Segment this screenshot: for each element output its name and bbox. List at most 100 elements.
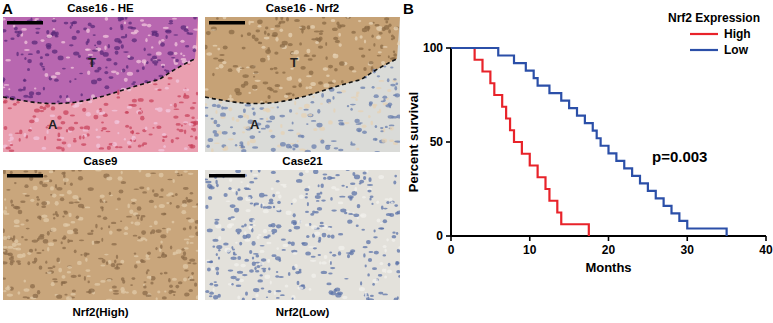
cell [394,86,397,91]
cell [25,195,30,197]
cell [299,172,303,176]
cell [32,40,38,44]
cell [104,46,106,50]
cell [58,133,61,138]
cell [93,34,96,36]
cell [307,202,309,206]
cell [237,256,241,260]
cell [254,178,258,180]
cell [322,17,325,19]
cell [149,276,151,280]
cell [195,232,198,237]
cell [260,204,262,209]
cell [5,206,7,209]
cell [232,189,235,192]
cell [42,68,45,71]
cell [92,241,95,246]
cell [85,49,91,51]
cell [53,239,58,242]
cell [41,66,45,68]
cell [104,71,108,74]
cell [325,145,330,150]
scale-bar [7,21,43,25]
cell [35,118,39,123]
cell [339,122,344,125]
cell [352,70,357,72]
cell [320,191,323,194]
cell [153,83,158,85]
cell [155,247,157,250]
cell [73,138,76,140]
cell [241,34,243,37]
cell [310,213,314,216]
cell [28,53,33,55]
cell [333,108,335,113]
cell [61,147,64,151]
x-tick-label: 20 [602,243,616,257]
cell [209,186,215,189]
cell [390,66,393,68]
cell [38,172,41,175]
cell [8,88,10,90]
cell [213,288,215,292]
cell [154,122,158,124]
cell [67,271,71,274]
cell [73,228,78,232]
cell [19,138,21,142]
cell [175,193,178,196]
cell [314,232,320,236]
cell [165,255,167,257]
cell [347,220,352,224]
cell [106,177,112,181]
cell [276,209,281,212]
cell [9,150,15,152]
cell [189,236,195,238]
cell [328,273,332,275]
cell [302,242,308,246]
cell [260,245,265,247]
cell [349,66,354,70]
cell [66,56,70,58]
cell [338,149,343,152]
cell [397,210,400,214]
plot-area [451,48,727,236]
cell [218,101,222,104]
cell [16,52,18,56]
cell [326,283,331,286]
cell [308,86,312,89]
cell [47,247,49,252]
tissue-background [205,17,400,152]
cell [240,68,245,70]
cell [235,144,237,146]
cell [377,35,381,39]
cell [244,259,249,262]
cell [144,61,146,66]
cell [209,295,213,297]
cell [211,118,214,120]
cell [293,222,297,226]
cell [53,214,55,216]
cell [183,187,189,190]
cell [277,106,279,108]
cell [360,35,363,39]
cell [48,242,54,246]
cell [305,196,308,198]
cell [255,30,260,33]
cell [166,194,171,196]
cell [196,92,198,96]
cell [3,236,7,240]
cell [311,225,317,229]
cell [10,199,13,203]
cell [254,71,259,73]
cell [356,148,359,150]
cell [268,290,272,293]
cell [242,274,248,276]
cell [391,38,394,40]
cell [24,41,27,45]
cell [282,249,286,251]
cell [394,298,399,300]
cell [94,45,96,47]
cell [91,80,97,85]
cell [220,116,225,118]
cell [62,216,64,218]
